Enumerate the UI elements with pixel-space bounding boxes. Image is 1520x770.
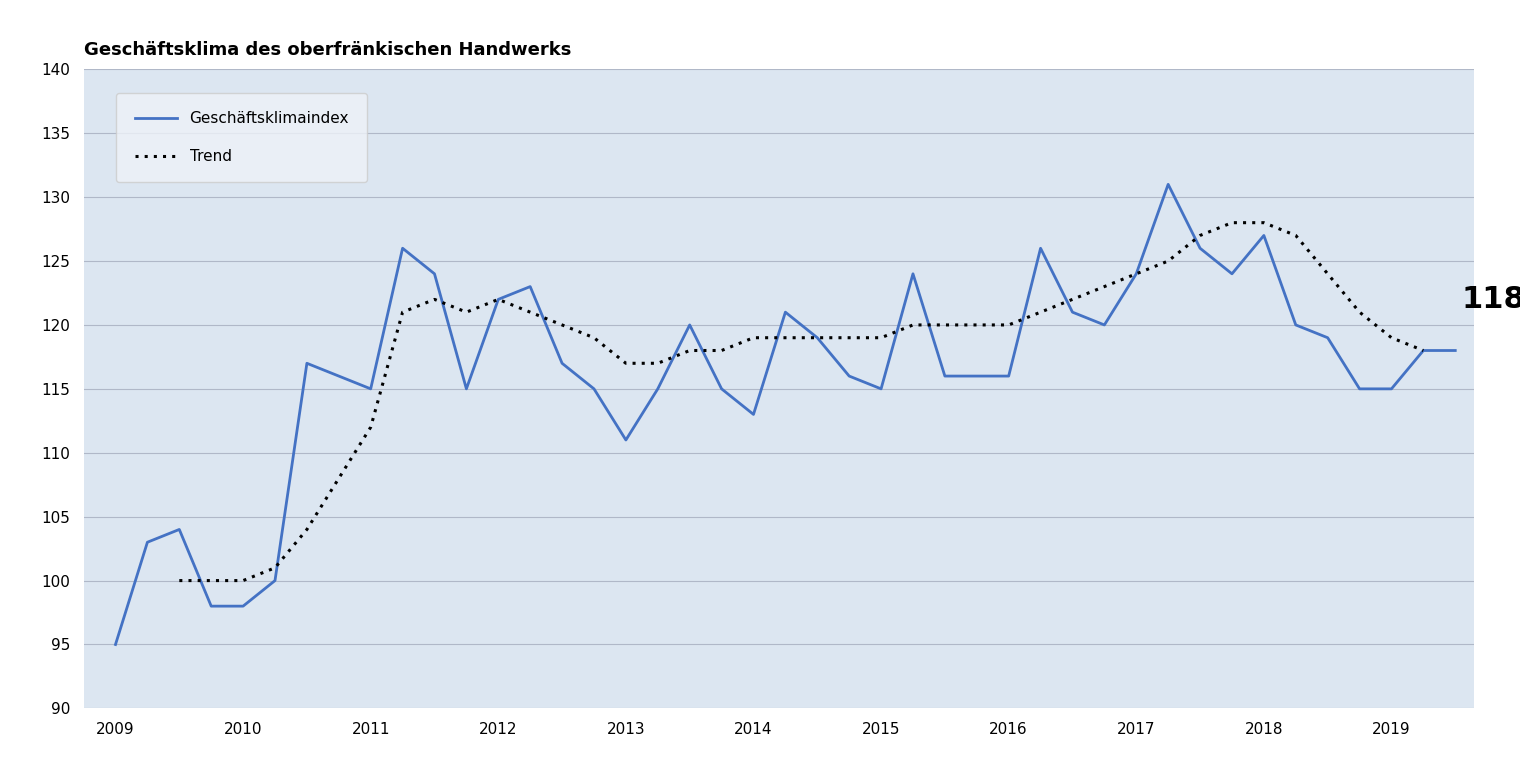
- Text: Geschäftsklima des oberfränkischen Handwerks: Geschäftsklima des oberfränkischen Handw…: [84, 42, 572, 59]
- Legend: Geschäftsklimaindex, Trend: Geschäftsklimaindex, Trend: [116, 93, 368, 182]
- Text: 118: 118: [1462, 285, 1520, 314]
